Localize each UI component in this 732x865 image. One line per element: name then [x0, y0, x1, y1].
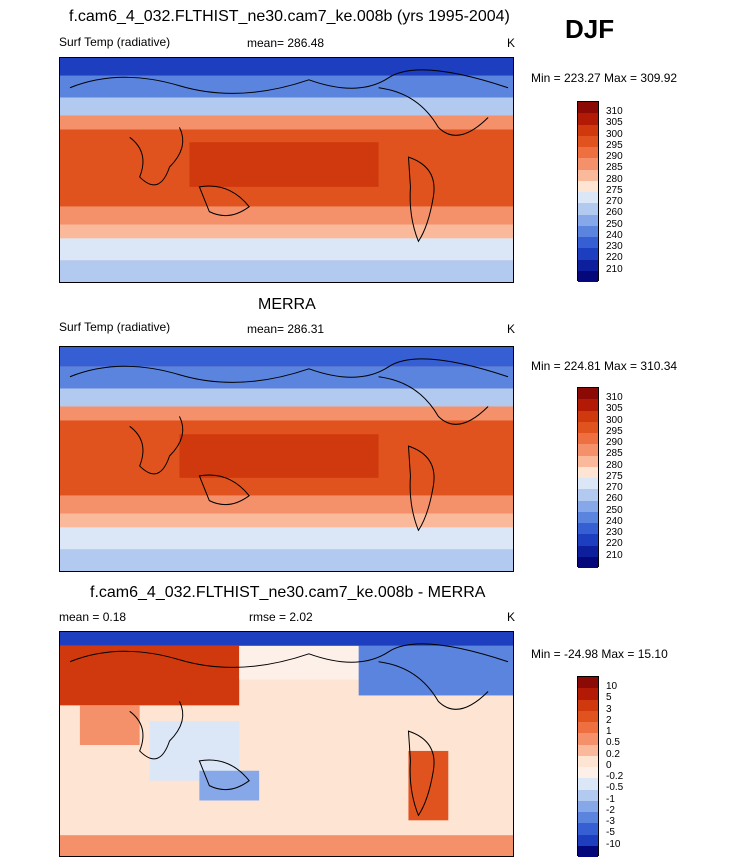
panel-2-colorbar-label: 230 [606, 527, 623, 538]
panel-2-colorbar-label: 295 [606, 426, 623, 437]
panel-2-colorbar-label: 300 [606, 415, 623, 426]
panel-3-minmax: Min = -24.98 Max = 15.10 [531, 647, 668, 661]
panel-3-colorbar-label: 5 [606, 692, 612, 703]
panel-1-colorbar-label: 290 [606, 151, 623, 162]
panel-2-title: MERRA [258, 296, 316, 313]
panel-1-mean: mean= 286.48 [247, 36, 325, 50]
panel-2-colorbar-label: 275 [606, 471, 623, 482]
panel-1-colorbar-label: 260 [606, 207, 623, 218]
panel-1-colorbar-label: 275 [606, 185, 623, 196]
panel-3-map [59, 631, 514, 857]
panel-3-colorbar-label: 0.5 [606, 737, 620, 748]
panel-2-colorbar-label: 260 [606, 493, 623, 504]
panel-3-colorbar-label: 1 [606, 726, 612, 737]
panel-1-colorbar-label: 295 [606, 140, 623, 151]
panel-1-title: f.cam6_4_032.FLTHIST_ne30.cam7_ke.008b (… [69, 8, 510, 25]
panel-1-colorbar-label: 280 [606, 174, 623, 185]
panel-3-colorbar-label: -0.5 [606, 782, 624, 793]
panel-1-colorbar-label: 210 [606, 264, 623, 275]
panel-1-minmax: Min = 223.27 Max = 309.92 [531, 71, 678, 85]
panel-1-colorbar-label: 230 [606, 241, 623, 252]
panel-2-units: K [507, 322, 516, 336]
panel-1-colorbar-label: 300 [606, 129, 623, 140]
panel-1-colorbar-label: 305 [606, 117, 623, 128]
season-label: DJF [565, 14, 615, 44]
panel-2-map [59, 346, 514, 572]
panel-2-variable-label: Surf Temp (radiative) [59, 320, 171, 334]
panel-1-colorbar-label: 250 [606, 219, 623, 230]
panel-1-colorbar-label: 310 [606, 106, 623, 117]
panel-3-colorbar-label: 10 [606, 681, 618, 692]
panel-2-minmax: Min = 224.81 Max = 310.34 [531, 359, 678, 373]
panel-3-title: f.cam6_4_032.FLTHIST_ne30.cam7_ke.008b -… [90, 584, 486, 601]
panel-2-colorbar-label: 220 [606, 538, 623, 549]
panel-3-rmse: rmse = 2.02 [249, 610, 313, 624]
panel-3-units: K [507, 610, 516, 624]
panel-1-colorbar-label: 285 [606, 162, 623, 173]
panel-1-map [59, 57, 514, 283]
panel-2-colorbar-label: 305 [606, 403, 623, 414]
panel-2-mean: mean= 286.31 [247, 322, 325, 336]
panel-3-colorbar-label: -10 [606, 839, 621, 850]
panel-1-units: K [507, 36, 516, 50]
panel-1-colorbar-label: 220 [606, 252, 623, 263]
panel-3-colorbar-label: -1 [606, 794, 615, 805]
panel-1-colorbar [577, 101, 599, 282]
panel-1-colorbar-label: 240 [606, 230, 623, 241]
panel-3-colorbar [577, 676, 599, 857]
panel-3-mean: mean = 0.18 [59, 610, 127, 624]
panel-1-colorbar-label: 270 [606, 196, 623, 207]
panel-3-colorbar-label: 0 [606, 760, 612, 771]
panel-2-colorbar-label: 210 [606, 550, 623, 561]
panel-3-colorbar-label: 2 [606, 715, 612, 726]
panel-2-colorbar-label: 290 [606, 437, 623, 448]
panel-1-variable-label: Surf Temp (radiative) [59, 35, 171, 49]
panel-3-colorbar-label: -3 [606, 816, 615, 827]
panel-3-colorbar-label: 0.2 [606, 749, 620, 760]
panel-2-colorbar-label: 285 [606, 448, 623, 459]
panel-3-colorbar-label: -2 [606, 805, 615, 816]
panel-2-map-field [60, 347, 513, 571]
panel-3-map-field [60, 632, 513, 856]
panel-3-colorbar-label: 3 [606, 704, 612, 715]
panel-1-map-field [60, 58, 513, 282]
panel-2-colorbar-label: 280 [606, 460, 623, 471]
panel-2-colorbar-label: 310 [606, 392, 623, 403]
panel-3-colorbar-label: -5 [606, 827, 615, 838]
panel-3-colorbar-label: -0.2 [606, 771, 624, 782]
panel-2-colorbar-label: 250 [606, 505, 623, 516]
panel-2-colorbar-label: 270 [606, 482, 623, 493]
panel-2-colorbar [577, 387, 599, 568]
panel-2-colorbar-label: 240 [606, 516, 623, 527]
